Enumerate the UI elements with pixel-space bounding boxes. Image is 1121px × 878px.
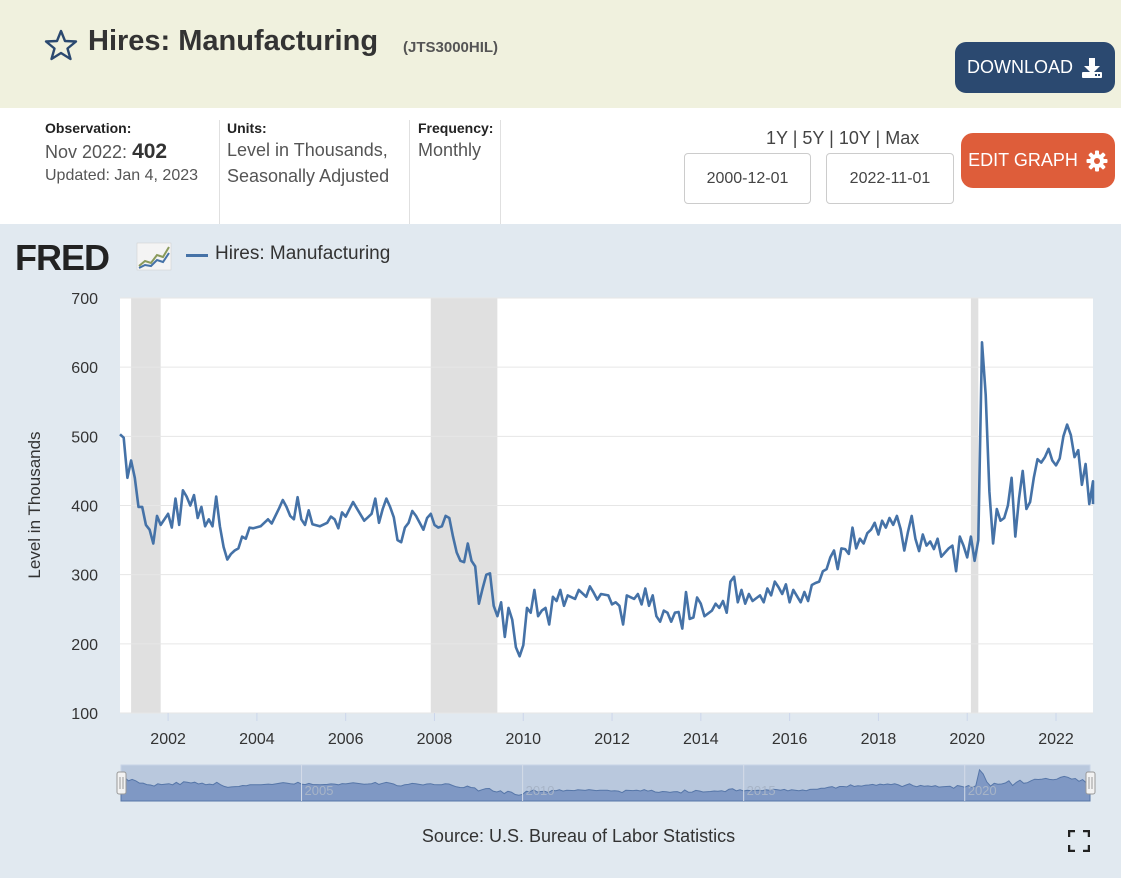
frequency-label: Frequency:: [418, 120, 494, 136]
legend-swatch: [186, 254, 208, 257]
download-label: DOWNLOAD: [966, 57, 1073, 77]
series-id: (JTS3000HIL): [403, 39, 499, 56]
meta-divider: [409, 120, 410, 224]
updated-date: Updated: Jan 4, 2023: [45, 167, 199, 184]
observation-date: Nov 2022:: [45, 142, 128, 162]
range-10y-link[interactable]: 10Y: [838, 128, 871, 148]
observation-value: 402: [132, 140, 168, 163]
observation-block: Observation: Nov 2022: 402 Updated: Jan …: [45, 120, 198, 185]
observation-label: Observation:: [45, 120, 132, 136]
meta-divider: [219, 120, 220, 224]
star-icon[interactable]: [44, 28, 78, 62]
units-block: Units: Level in Thousands, Seasonally Ad…: [227, 120, 389, 189]
units-line2: Seasonally Adjusted: [227, 166, 390, 186]
fullscreen-icon[interactable]: [1068, 830, 1090, 852]
page-header: Hires: Manufacturing (JTS3000HIL) DOWNLO…: [0, 0, 1121, 108]
end-date-input[interactable]: 2022-11-01: [826, 153, 954, 204]
fred-logo-graphic: FRED: [15, 237, 172, 278]
edit-graph-button[interactable]: EDIT GRAPH: [961, 133, 1115, 188]
edit-graph-label: EDIT GRAPH: [968, 150, 1078, 170]
legend-label: Hires: Manufacturing: [215, 243, 391, 264]
frequency-value: Monthly: [418, 140, 482, 160]
gear-icon: [1086, 150, 1108, 171]
observation-value-line: Nov 2022: 402: [45, 139, 198, 165]
fred-logo: FRED: [15, 237, 175, 280]
range-max-link[interactable]: Max: [885, 128, 920, 148]
series-title: Hires: Manufacturing: [88, 25, 379, 57]
frequency-block: Frequency: Monthly: [418, 120, 493, 163]
range-5y-link[interactable]: 5Y: [802, 128, 825, 148]
range-1y-link[interactable]: 1Y: [766, 128, 788, 148]
graph-panel: [0, 224, 1121, 878]
download-button[interactable]: DOWNLOAD: [955, 42, 1115, 93]
fred-logo-text: FRED: [15, 239, 109, 275]
units-label: Units:: [227, 120, 267, 136]
start-date-input[interactable]: 2000-12-01: [684, 153, 811, 204]
source-note: Source: U.S. Bureau of Labor Statistics: [421, 826, 736, 846]
meta-divider: [500, 120, 501, 224]
range-links: 1Y | 5Y | 10Y | Max: [766, 128, 920, 148]
download-icon: [1082, 57, 1102, 78]
units-line1: Level in Thousands,: [227, 140, 388, 160]
